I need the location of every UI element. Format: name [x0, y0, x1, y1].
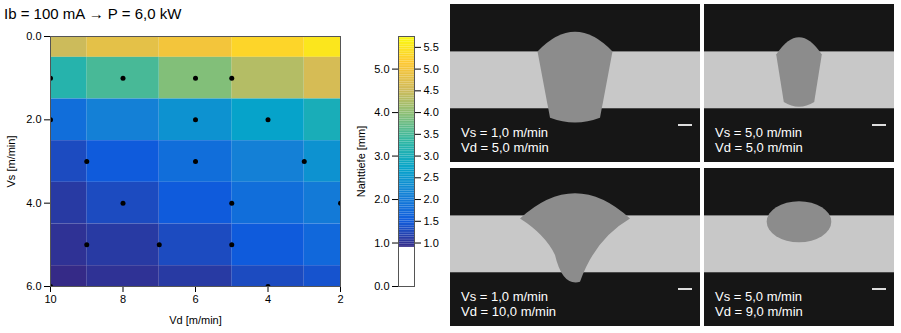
svg-text:2.0: 2.0	[26, 113, 41, 125]
svg-text:4.0: 4.0	[424, 106, 439, 118]
svg-text:Vs [m/min]: Vs [m/min]	[5, 136, 17, 188]
svg-text:4.0: 4.0	[26, 197, 41, 209]
html-text:Vs = 5,0 m/min: Vs = 5,0 m/min	[715, 289, 803, 304]
svg-text:3.0: 3.0	[374, 150, 389, 162]
svg-text:2.5: 2.5	[424, 171, 439, 183]
svg-text:8: 8	[120, 293, 126, 305]
svg-text:3.0: 3.0	[424, 150, 439, 162]
svg-text:1.5: 1.5	[424, 215, 439, 227]
svg-text:5.0: 5.0	[374, 63, 389, 75]
svg-text:0.0: 0.0	[26, 30, 41, 42]
html-text:Vd = 9,0 m/min: Vd = 9,0 m/min	[715, 304, 803, 319]
svg-text:5.5: 5.5	[424, 41, 439, 53]
svg-text:3.5: 3.5	[424, 128, 439, 140]
svg-text:2.0: 2.0	[424, 193, 439, 205]
html-text:Vd = 10,0 m/min: Vd = 10,0 m/min	[461, 304, 556, 319]
svg-text:6: 6	[192, 293, 198, 305]
svg-text:6.0: 6.0	[26, 280, 41, 292]
svg-text:0.0: 0.0	[374, 280, 389, 292]
svg-text:2.0: 2.0	[374, 193, 389, 205]
svg-text:4.5: 4.5	[424, 84, 439, 96]
html-text:Ib = 100 mA → P = 6,0 kW: Ib = 100 mA → P = 6,0 kW	[4, 5, 182, 22]
svg-text:1.0: 1.0	[424, 237, 439, 249]
svg-text:2: 2	[337, 293, 343, 305]
svg-text:5.0: 5.0	[424, 63, 439, 75]
svg-text:4: 4	[265, 293, 271, 305]
svg-text:4.0: 4.0	[374, 106, 389, 118]
svg-text:10: 10	[44, 293, 56, 305]
svg-text:Vd [m/min]: Vd [m/min]	[169, 314, 222, 326]
html-text:Vs = 1,0 m/min: Vs = 1,0 m/min	[461, 289, 549, 304]
html-text:Vd = 5,0 m/min: Vd = 5,0 m/min	[715, 140, 803, 155]
svg-text:1.0: 1.0	[374, 237, 389, 249]
svg-text:Nahttiefe [mm]: Nahttiefe [mm]	[355, 126, 367, 198]
html-text:Vs = 1,0 m/min: Vs = 1,0 m/min	[461, 125, 549, 140]
html-text:Vs = 5,0 m/min: Vs = 5,0 m/min	[715, 125, 803, 140]
html-text:Vd = 5,0 m/min: Vd = 5,0 m/min	[461, 140, 549, 155]
